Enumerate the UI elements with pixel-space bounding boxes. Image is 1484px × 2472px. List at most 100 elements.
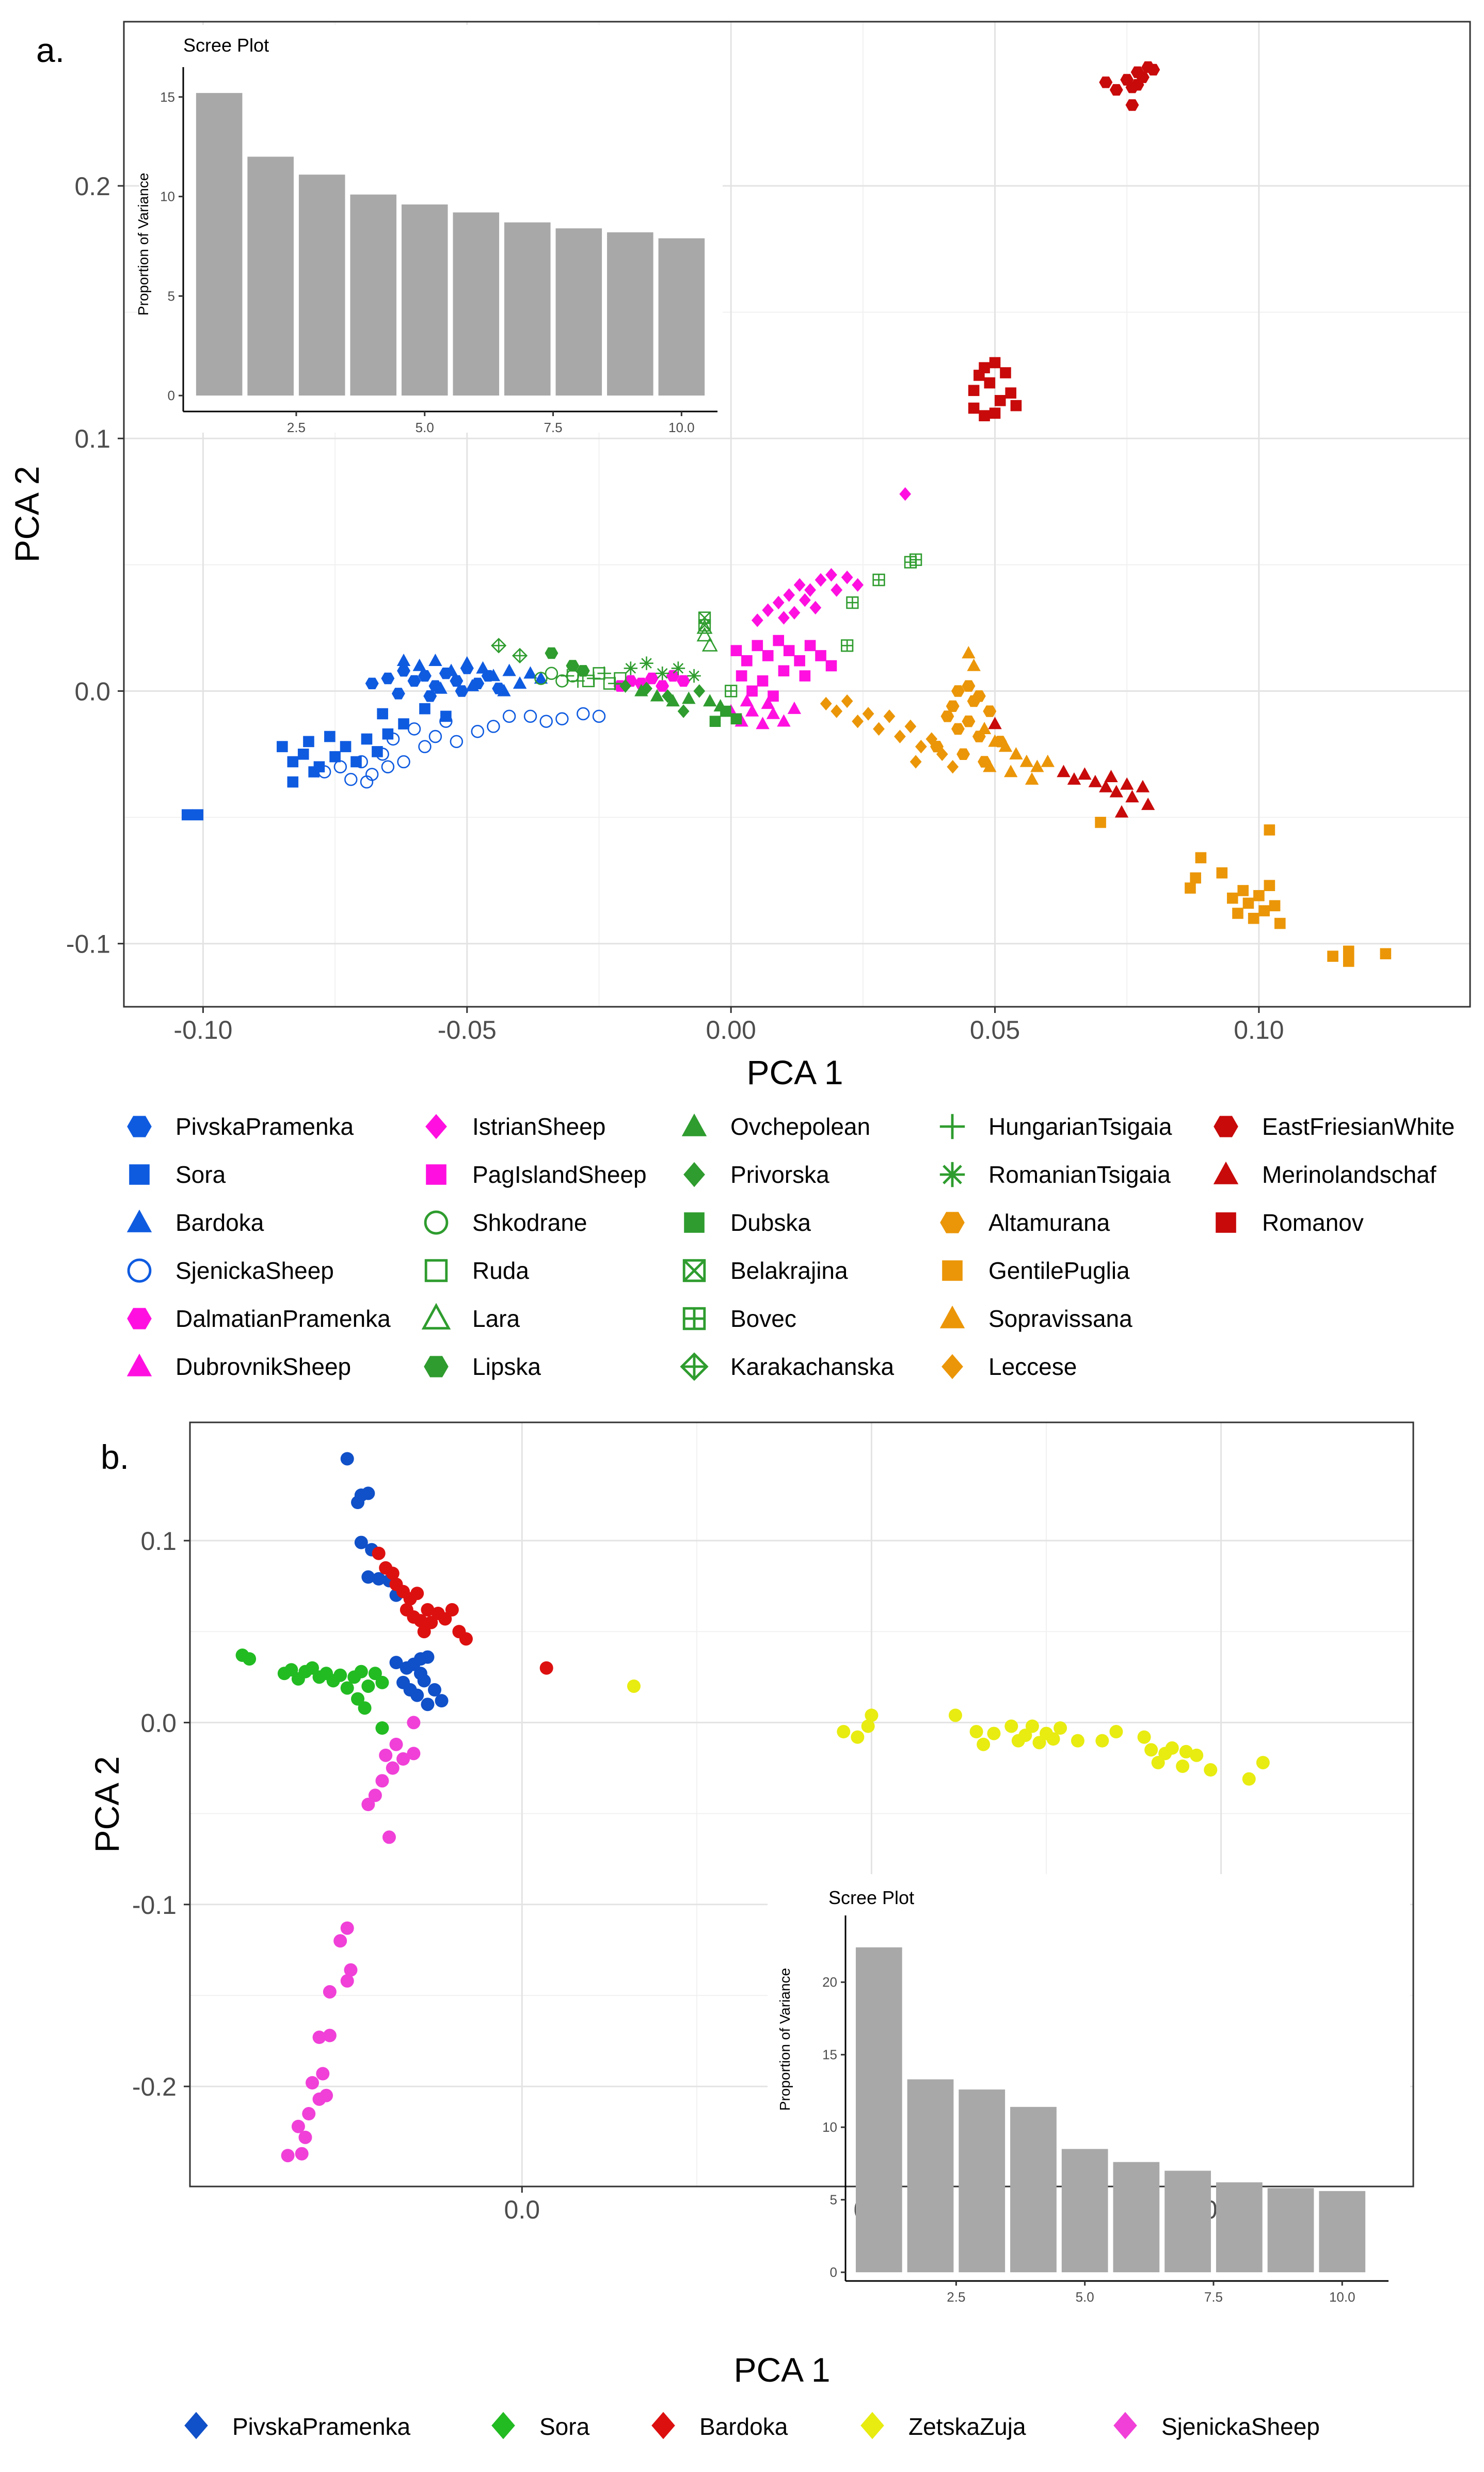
point-leccese: [915, 739, 927, 754]
point-leccese: [862, 707, 874, 721]
point-zetska-zuja: [1032, 1736, 1046, 1750]
point-bardoka: [410, 1587, 424, 1601]
point-dubrovnik-sheep: [766, 706, 780, 719]
y-tick-label: -0.1: [132, 1891, 177, 1920]
point-bardoka: [476, 661, 490, 674]
x-tick-label: -0.05: [438, 1016, 497, 1044]
point-east-friesian-white: [1146, 64, 1160, 76]
point-sora: [440, 710, 452, 722]
point-gentile-puglia: [1343, 956, 1354, 967]
point-pag-island-sheep: [741, 655, 753, 667]
legend-marker-bardoka: [651, 2412, 675, 2439]
legend-label: Sopravissana: [988, 1305, 1132, 1332]
point-sora: [368, 1667, 382, 1681]
point-sjenicka-sheep: [523, 709, 537, 723]
point-romanov: [1010, 400, 1022, 411]
point-gentile-puglia: [1248, 912, 1259, 924]
scree-a-title: Scree Plot: [183, 35, 269, 56]
point-east-friesian-white: [1109, 84, 1123, 96]
point-pivska-pramenka: [423, 690, 437, 702]
legend-marker-dubska: [684, 1212, 705, 1233]
point-sora: [361, 1679, 375, 1693]
point-sora: [306, 1661, 319, 1675]
panel-a-ylabel: PCA 2: [8, 466, 46, 562]
point-zetska-zuja: [977, 1737, 991, 1751]
point-altamurana: [967, 695, 981, 707]
legend-marker-bovec: [684, 1308, 705, 1329]
point-istrian-sheep: [804, 583, 816, 597]
legend-marker-privorska: [683, 1162, 705, 1187]
legend-label: Bardoka: [175, 1209, 264, 1236]
point-romanov: [989, 407, 1001, 419]
point-sjenicka-sheep: [312, 2092, 326, 2106]
point-sopravissana: [1004, 765, 1018, 778]
point-merinolandschaf: [1099, 780, 1113, 793]
scree-bar: [607, 232, 653, 396]
point-gentile-puglia: [1095, 817, 1106, 828]
point-pivska-pramenka: [435, 1694, 449, 1708]
panel-b-label: b.: [101, 1438, 129, 1476]
point-leccese: [831, 704, 843, 718]
point-leccese: [883, 709, 896, 723]
point-sjenicka-sheep: [389, 1737, 403, 1751]
point-zetska-zuja: [1095, 1734, 1109, 1748]
point-romanian-tsigaia: [656, 667, 669, 680]
x-tick-label: 0.05: [970, 1016, 1020, 1044]
point-altamurana: [951, 723, 965, 735]
legend-label: Bardoka: [699, 2413, 788, 2440]
legend-label: GentilePuglia: [988, 1257, 1130, 1284]
legend-item-east-friesian-white: EastFriesianWhite: [1214, 1113, 1455, 1140]
point-sjenicka-sheep: [439, 715, 453, 728]
legend-item-lara: Lara: [421, 1303, 520, 1332]
point-sjenicka-sheep: [360, 775, 374, 789]
legend-marker-bardoka: [126, 1209, 152, 1232]
point-romanian-tsigaia: [640, 656, 653, 670]
point-lara: [696, 619, 713, 634]
legend-item-romanov: Romanov: [1216, 1209, 1364, 1236]
legend-item-sjenicka-sheep: SjenickaSheep: [127, 1257, 334, 1284]
point-gentile-puglia: [1274, 917, 1286, 929]
point-leccese: [820, 696, 832, 711]
legend-label: Shkodrane: [472, 1209, 587, 1236]
legend-item-karakachanska: Karakachanska: [680, 1352, 894, 1381]
point-sjenicka-sheep: [375, 1774, 389, 1788]
point-istrian-sheep: [831, 583, 843, 597]
scree-b-title: Scree Plot: [828, 1887, 914, 1908]
point-ovchepolean: [650, 689, 664, 702]
point-sjenicka-sheep: [471, 725, 484, 738]
point-sopravissana: [1019, 754, 1034, 767]
point-istrian-sheep: [825, 568, 837, 582]
legend-marker-belakrajina: [683, 1259, 706, 1282]
point-bardoka: [513, 676, 527, 689]
point-bardoka: [539, 1661, 553, 1675]
point-sora: [277, 741, 288, 752]
point-istrian-sheep: [788, 606, 801, 620]
point-merinolandschaf: [1125, 790, 1139, 803]
point-zetska-zuja: [1046, 1732, 1060, 1746]
legend-label: Privorska: [730, 1161, 829, 1188]
point-sora: [361, 733, 373, 745]
point-sjenicka-sheep: [382, 1830, 396, 1844]
point-karakachanska: [491, 639, 506, 653]
point-bardoka: [417, 1625, 431, 1639]
point-dalmatian-pramenka: [645, 672, 659, 685]
legend-label: Ruda: [472, 1257, 529, 1284]
legend-item-altamurana: Altamurana: [940, 1209, 1110, 1236]
point-shkodrane: [545, 667, 559, 680]
panel-b-xlabel: PCA 1: [733, 2351, 830, 2389]
point-pivska-pramenka: [455, 685, 469, 697]
scree-y-tick-label: 15: [822, 2047, 837, 2063]
legend-item-sjenicka-sheep: SjenickaSheep: [1113, 2412, 1320, 2440]
point-sjenicka-sheep: [407, 722, 421, 736]
legend-label: Lipska: [472, 1353, 541, 1380]
point-ovchepolean: [666, 694, 680, 707]
point-dubrovnik-sheep: [745, 704, 759, 717]
point-leccese: [947, 760, 959, 774]
legend-item-dubska: Dubska: [684, 1209, 811, 1236]
point-east-friesian-white: [1099, 76, 1113, 88]
point-pivska-pramenka: [365, 677, 379, 689]
point-sjenicka-sheep: [376, 748, 389, 761]
point-sjenicka-sheep: [333, 1934, 347, 1948]
point-istrian-sheep: [852, 578, 864, 592]
panel-b-frame: [189, 1421, 1414, 2188]
